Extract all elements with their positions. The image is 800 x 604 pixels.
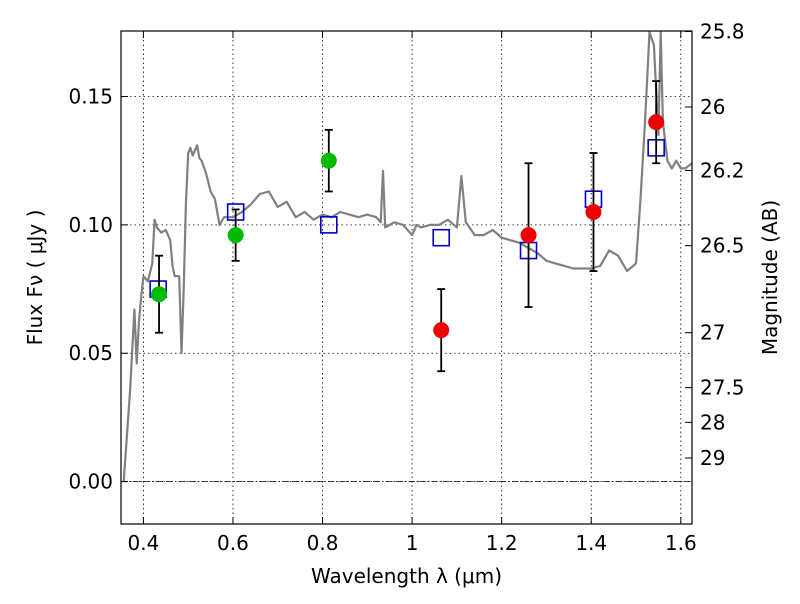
y-tick-label: 0.15 <box>68 84 113 108</box>
y2-tick-label: 26 <box>700 95 725 119</box>
y-axis-label: Flux Fν ( μJy ) <box>23 210 47 346</box>
y2-tick-label: 25.8 <box>700 20 745 44</box>
model-spectrum-line <box>122 31 692 482</box>
y-tick-label: 0.00 <box>68 470 113 494</box>
x-tick-label: 1 <box>406 531 419 555</box>
y2-axis-label: Magnitude (AB) <box>758 200 782 355</box>
y2-tick-label: 29 <box>700 446 725 470</box>
axis-ticks: 0.4 0.6 0.8 1 1.2 1.4 1.6 0.00 0.05 0.10 0.15 25.8 2… <box>68 20 744 555</box>
observed-flux-point <box>320 152 337 169</box>
x-axis-label: Wavelength λ (μm) <box>311 564 502 588</box>
observed-flux-point <box>151 286 168 303</box>
grid-lines <box>121 31 692 524</box>
x-tick-label: 1.6 <box>665 531 697 555</box>
x-tick-label: 1.4 <box>575 531 607 555</box>
y-tick-label: 0.10 <box>68 213 113 237</box>
x-tick-label: 0.6 <box>217 531 249 555</box>
observed-flux-point <box>520 227 537 244</box>
y2-tick-label: 26.5 <box>700 234 745 258</box>
y2-tick-label: 27 <box>700 321 725 345</box>
observed-flux-point <box>648 114 665 131</box>
y2-tick-label: 28 <box>700 410 725 434</box>
y2-tick-label: 26.2 <box>700 158 745 182</box>
observed-flux-point <box>227 227 244 244</box>
model-photometry-square <box>432 228 451 247</box>
plot-frame <box>120 30 693 525</box>
x-tick-label: 0.8 <box>307 531 339 555</box>
observed-flux-point <box>433 322 450 339</box>
x-tick-label: 1.2 <box>486 531 518 555</box>
x-tick-label: 0.4 <box>127 531 159 555</box>
plot-area <box>122 31 692 482</box>
y2-tick-label: 27.5 <box>700 376 745 400</box>
observed-flux-point <box>585 204 602 221</box>
model-photometry-square <box>319 216 338 234</box>
y-tick-label: 0.05 <box>68 341 113 365</box>
